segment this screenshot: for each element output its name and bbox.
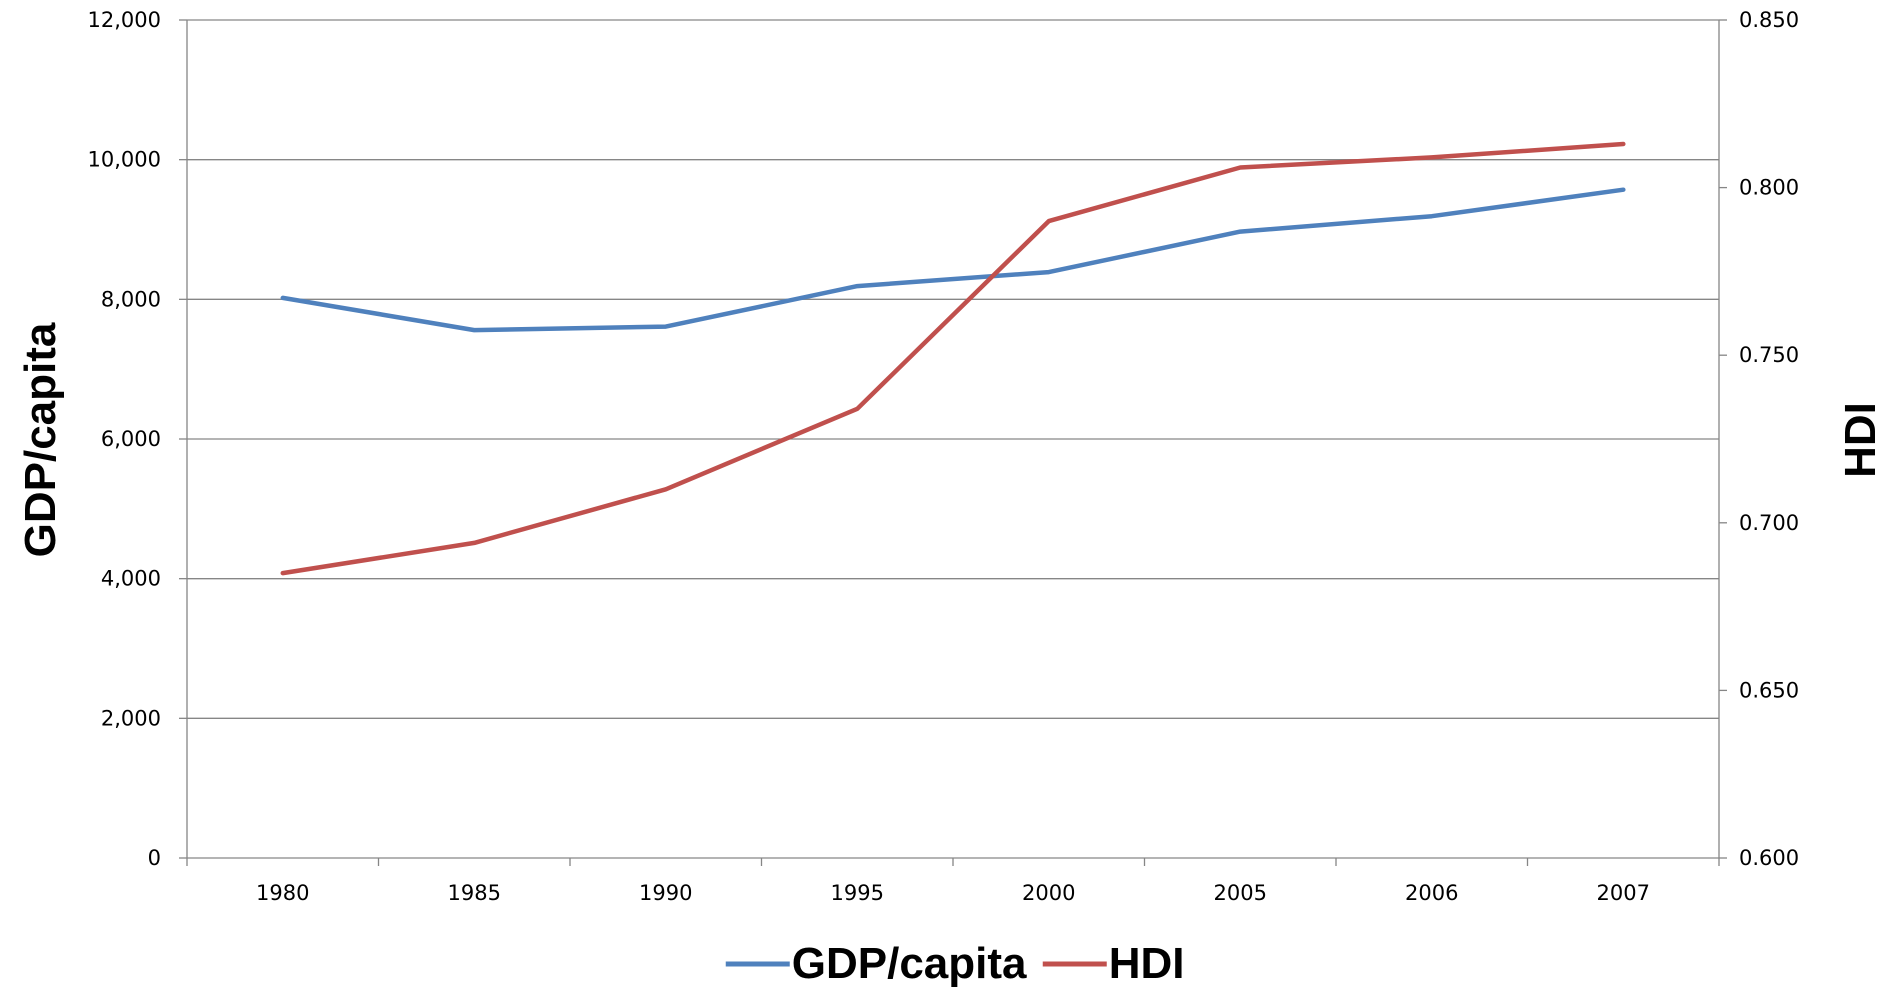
left-tick-label: 12,000 — [88, 8, 161, 32]
x-tick-label: 1990 — [639, 881, 692, 905]
x-tick-label: 1995 — [831, 881, 884, 905]
left-tick-label: 0 — [148, 846, 161, 870]
legend-label-gdp-capita: GDP/capita — [792, 939, 1027, 988]
x-tick-label: 2005 — [1214, 881, 1267, 905]
x-tick-label: 1985 — [448, 881, 501, 905]
series-line-hdi — [280, 141, 1626, 576]
left-axis-ticks: 0 2,000 4,000 6,000 8,000 10,000 12,000 — [88, 8, 187, 870]
legend-label-hdi: HDI — [1109, 939, 1185, 988]
x-tick-label: 2000 — [1022, 881, 1075, 905]
x-tick-label: 1980 — [256, 881, 309, 905]
x-tick-label: 2007 — [1597, 881, 1650, 905]
series-line-gdp-capita — [280, 187, 1626, 333]
x-axis-ticks: 1980 1985 1990 1995 2000 2005 2006 2007 — [186, 858, 1720, 905]
right-axis-title: HDI — [1836, 402, 1885, 478]
right-tick-label: 0.600 — [1739, 846, 1799, 870]
right-axis-ticks: 0.600 0.650 0.700 0.750 0.800 0.850 — [1719, 8, 1799, 870]
left-tick-label: 2,000 — [101, 706, 161, 730]
left-tick-label: 8,000 — [101, 287, 161, 311]
left-tick-label: 6,000 — [101, 427, 161, 451]
gridlines — [187, 19, 1719, 719]
right-tick-label: 0.750 — [1739, 343, 1799, 367]
legend: GDP/capita HDI — [725, 939, 1185, 988]
left-tick-label: 10,000 — [88, 148, 161, 172]
x-tick-label: 2006 — [1405, 881, 1458, 905]
right-tick-label: 0.800 — [1739, 176, 1799, 200]
right-tick-label: 0.850 — [1739, 8, 1799, 32]
left-tick-label: 4,000 — [101, 567, 161, 591]
left-axis-title: GDP/capita — [16, 322, 65, 557]
series-lines — [280, 141, 1626, 576]
right-tick-label: 0.650 — [1739, 678, 1799, 702]
right-tick-label: 0.700 — [1739, 511, 1799, 535]
